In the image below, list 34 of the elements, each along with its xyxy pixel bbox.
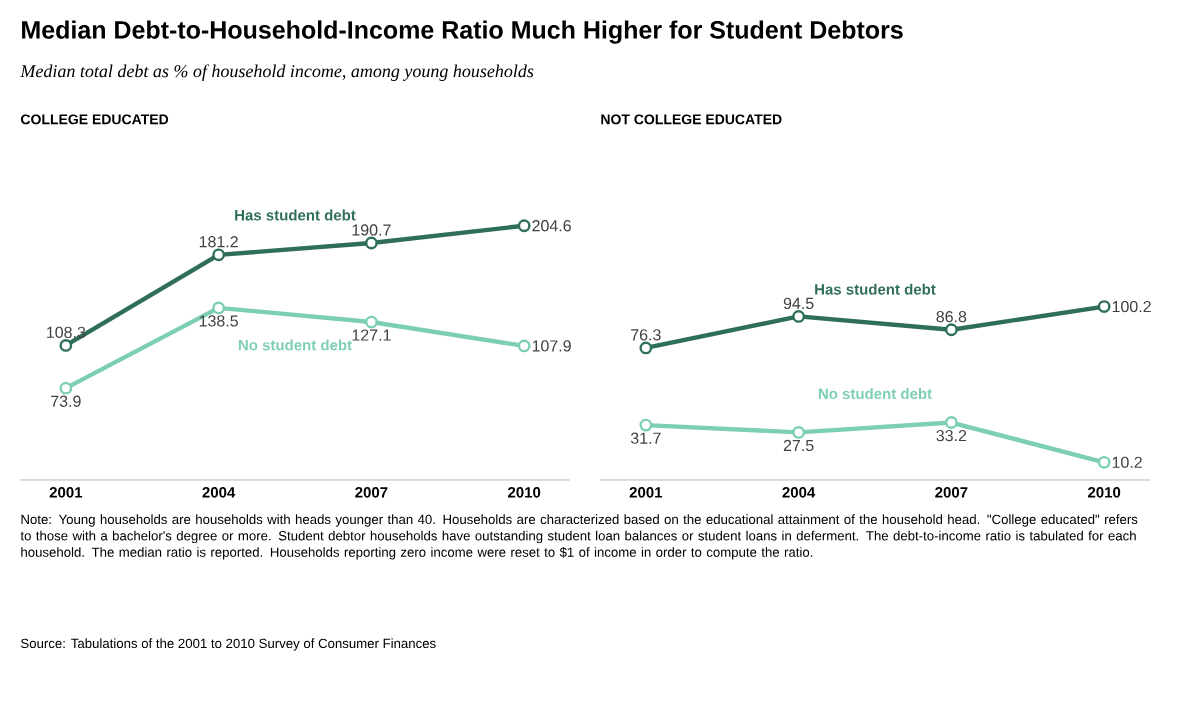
point: [212, 301, 226, 315]
text: Median Debt-to-Household-Income Ratio Much Higher for Student Debtors: [22, 20, 903, 44]
point: [59, 339, 73, 352]
point: [944, 416, 958, 429]
data-label: 181.2: [199, 236, 238, 248]
data-label: 31.7: [630, 432, 661, 444]
point: [792, 310, 806, 323]
data-label: 100.2: [1112, 300, 1151, 313]
data-label: 138.5: [199, 315, 238, 327]
data-label: 107.9: [532, 340, 571, 352]
point: [365, 315, 378, 329]
point: [792, 425, 806, 439]
text: Median total debt as % of household income, among young households: [20, 64, 534, 81]
point: [365, 236, 378, 250]
data-label: 190.7: [352, 224, 391, 236]
point: [212, 248, 226, 262]
data-label: 204.6: [532, 220, 571, 232]
point: [639, 341, 653, 355]
data-label: 86.8: [936, 311, 967, 323]
point: [517, 339, 531, 353]
data-label: 10.2: [1112, 456, 1142, 468]
data-label: 27.5: [783, 439, 814, 452]
point: [517, 219, 531, 233]
point: [59, 381, 73, 395]
data-label: 73.9: [51, 395, 81, 407]
point: [1097, 455, 1111, 469]
point: [944, 323, 958, 337]
point: [1097, 300, 1111, 313]
data-label: 94.5: [783, 297, 814, 310]
data-label: 33.2: [936, 429, 967, 442]
data-label: 127.1: [352, 329, 391, 341]
data-label: 76.3: [631, 329, 661, 341]
point: [639, 418, 653, 432]
data-label: 108.3: [47, 326, 86, 339]
